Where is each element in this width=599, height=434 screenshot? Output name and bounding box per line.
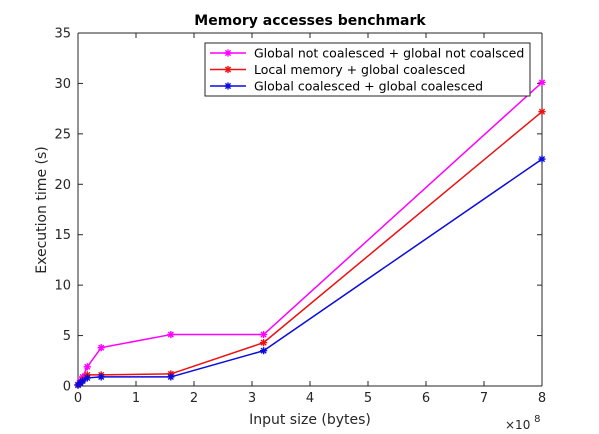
y-tick-label: 15: [54, 228, 71, 243]
series-3: [74, 155, 546, 389]
data-point: [83, 363, 91, 371]
data-point: [167, 330, 175, 339]
y-tick-label: 10: [54, 279, 71, 294]
y-tick-label: 35: [54, 27, 71, 42]
y-tick-label: 20: [54, 178, 71, 193]
y-ticks: 0 5 10 15 20 25 30 35: [54, 27, 542, 395]
x-tick-label: 3: [248, 391, 256, 406]
data-point: [79, 377, 87, 385]
x-exponent-label: ×10 8: [505, 414, 541, 432]
data-point: [538, 78, 546, 87]
legend-entry: Local memory + global coalesced: [210, 62, 465, 77]
x-tick-label: 5: [364, 391, 372, 406]
data-point: [97, 373, 105, 381]
legend-entry: Global coalesced + global coalesced: [210, 79, 483, 94]
x-exponent-power: 8: [534, 414, 540, 425]
x-tick-label: 4: [306, 391, 314, 406]
legend-entry: Global not coalesced + global not coalsc…: [210, 46, 524, 61]
y-axis-label: Execution time (s): [34, 146, 50, 273]
series-layer: [74, 78, 546, 389]
x-tick-label: 2: [190, 391, 198, 406]
data-point: [167, 373, 175, 381]
legend-swatch-marker: [224, 65, 232, 74]
data-point: [260, 339, 268, 347]
y-tick-label: 30: [54, 77, 71, 92]
x-tick-label: 1: [132, 391, 140, 406]
x-tick-label: 0: [74, 391, 82, 406]
y-tick-label: 5: [63, 329, 71, 344]
legend-label: Global not coalesced + global not coalsc…: [254, 46, 524, 61]
data-point: [260, 330, 268, 339]
chart-title: Memory accesses benchmark: [194, 13, 426, 29]
y-tick-label: 25: [54, 127, 71, 142]
data-point: [97, 344, 105, 352]
legend-label: Global coalesced + global coalesced: [254, 79, 483, 94]
x-exponent-base: ×10: [505, 418, 530, 432]
legend-swatch-marker: [224, 49, 232, 57]
y-tick-label: 0: [63, 380, 71, 395]
legend-box: [204, 42, 531, 97]
data-point: [260, 347, 268, 355]
x-tick-label: 8: [538, 391, 546, 406]
x-ticks: 0 1 2 3 4 5 6 7 8: [74, 33, 546, 406]
x-tick-label: 7: [480, 391, 488, 406]
legend-swatch-marker: [224, 82, 232, 90]
legend-label: Local memory + global coalesced: [254, 62, 465, 77]
legend-entries: Global not coalesced + global not coalsc…: [210, 46, 524, 94]
data-point: [83, 374, 91, 382]
data-point: [538, 155, 546, 163]
x-tick-label: 6: [422, 391, 430, 406]
data-point: [538, 108, 546, 116]
x-axis-label: Input size (bytes): [249, 412, 371, 428]
legend: Global not coalesced + global not coalsc…: [204, 42, 531, 97]
